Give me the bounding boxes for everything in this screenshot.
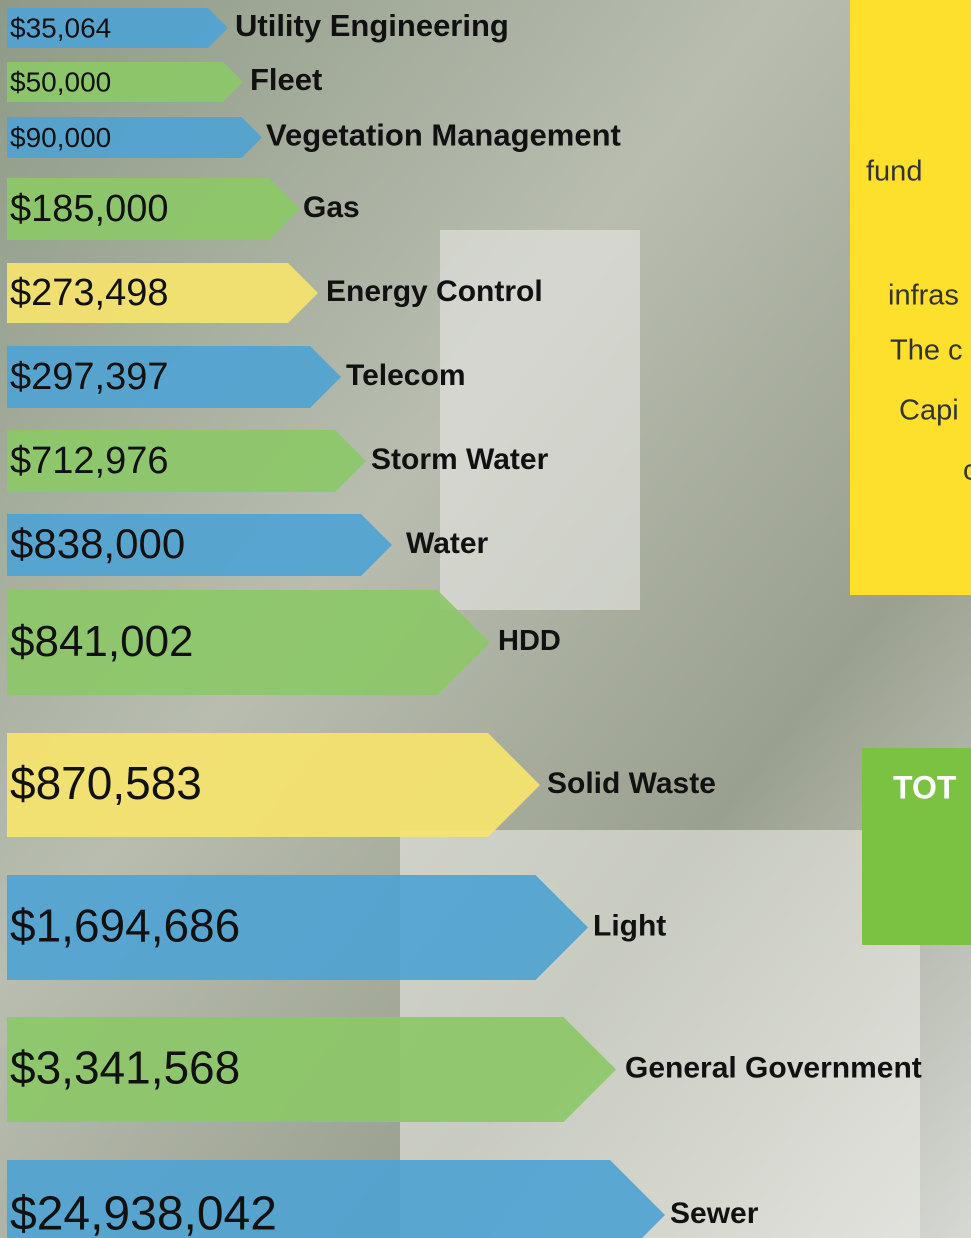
- note-line: fund: [866, 156, 922, 188]
- note-line: infras: [888, 280, 959, 312]
- amount: $297,397: [10, 356, 169, 398]
- category-name: General Government: [625, 1051, 922, 1084]
- category-name: Gas: [303, 191, 360, 224]
- category-name: Utility Engineering: [235, 8, 509, 43]
- total-label: TOT: [893, 769, 957, 805]
- note-line: The c: [890, 335, 963, 367]
- amount: $50,000: [10, 66, 111, 97]
- category-name: Sewer: [670, 1197, 759, 1230]
- category-name: Energy Control: [326, 275, 543, 308]
- note-line: Capi: [899, 395, 959, 427]
- category-name: Solid Waste: [547, 767, 716, 800]
- category-name: HDD: [498, 625, 561, 657]
- note-line: c: [963, 455, 971, 487]
- amount: $273,498: [10, 272, 169, 314]
- amount: $90,000: [10, 122, 111, 153]
- amount: $870,583: [10, 757, 202, 809]
- category-name: Vegetation Management: [266, 118, 621, 153]
- category-name: Telecom: [346, 359, 466, 392]
- amount: $185,000: [10, 188, 169, 230]
- amount: $1,694,686: [10, 900, 240, 952]
- amount: $35,064: [10, 12, 111, 43]
- category-name: Storm Water: [371, 443, 549, 476]
- amount: $712,976: [10, 440, 169, 482]
- infographic: $35,064 Utility Engineering $50,000 Fleet $9…: [0, 0, 971, 1238]
- category-name: Water: [406, 527, 489, 560]
- amount: $24,938,042: [10, 1188, 277, 1238]
- category-name: Fleet: [250, 62, 322, 97]
- amount: $3,341,568: [10, 1042, 240, 1094]
- amount: $838,000: [10, 520, 185, 567]
- amount: $841,002: [10, 617, 194, 666]
- category-name: Light: [593, 909, 666, 942]
